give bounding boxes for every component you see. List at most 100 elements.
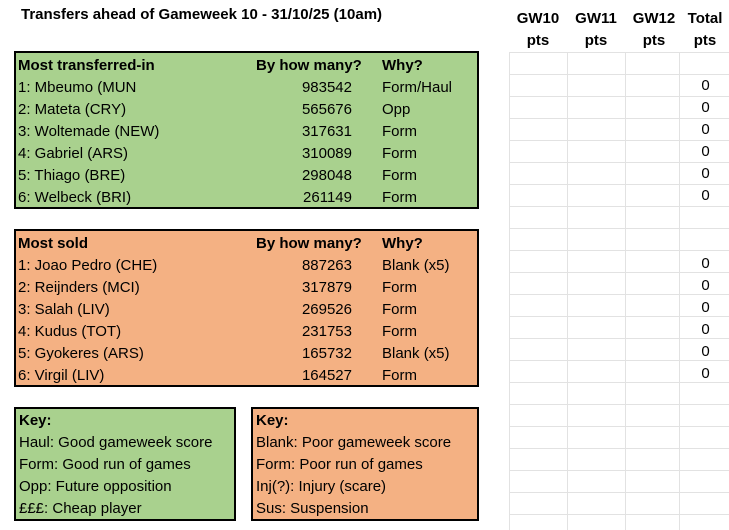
gridline (509, 140, 729, 141)
table-row: 5: Thiago (BRE) 298048 Form (16, 165, 477, 187)
transfer-count: 298048 (301, 167, 352, 184)
gw12-header: GW12 (632, 10, 676, 27)
gridline (509, 514, 729, 515)
table-row: 1: Joao Pedro (CHE) 887263 Blank (x5) (16, 255, 477, 277)
gridline (567, 52, 568, 530)
score-grid (509, 0, 729, 530)
transfer-count: 887263 (301, 257, 352, 274)
in-total-6: 0 (701, 187, 710, 204)
table-row: 4: Kudus (TOT) 231753 Form (16, 321, 477, 343)
gridline (509, 228, 729, 229)
transferred-in-table: Most transferred-in By how many? Why? 1:… (14, 51, 479, 209)
gridline (509, 250, 729, 251)
table-row: 1: Mbeumo (MUN 983542 Form/Haul (16, 77, 477, 99)
transfer-count: 269526 (301, 301, 352, 318)
in-total-5: 0 (701, 165, 710, 182)
gw10-header: GW10 (516, 10, 560, 27)
key-item: Form: Poor run of games (256, 456, 423, 473)
player-name: 5: Thiago (BRE) (18, 167, 126, 184)
player-name: 4: Kudus (TOT) (18, 323, 122, 340)
transfer-count: 983542 (301, 79, 352, 96)
gridline (509, 338, 729, 339)
sold-total-2: 0 (701, 277, 710, 294)
key-item: Opp: Future opposition (19, 478, 172, 495)
page-title: Transfers ahead of Gameweek 10 - 31/10/2… (21, 6, 383, 23)
player-name: 2: Mateta (CRY) (18, 101, 127, 118)
transfer-count: 261149 (303, 189, 352, 206)
transfer-reason: Form (382, 279, 417, 296)
table-row: 3: Woltemade (NEW) 317631 Form (16, 121, 477, 143)
transfer-count: 231753 (301, 323, 352, 340)
name-column-header: Most sold (18, 235, 88, 252)
gridline (509, 162, 729, 163)
transfer-reason: Blank (x5) (382, 345, 450, 362)
sold-total-6: 0 (701, 365, 710, 382)
player-name: 3: Salah (LIV) (18, 301, 110, 318)
sold-total-4: 0 (701, 321, 710, 338)
player-name: 2: Reijnders (MCI) (18, 279, 140, 296)
gridline (509, 470, 729, 471)
player-name: 3: Woltemade (NEW) (18, 123, 160, 140)
player-name: 6: Welbeck (BRI) (18, 189, 132, 206)
player-name: 5: Gyokeres (ARS) (18, 345, 144, 362)
key-item: £££: Cheap player (19, 500, 142, 517)
gridline (509, 96, 729, 97)
table-row: 6: Welbeck (BRI) 261149 Form (16, 187, 477, 209)
gridline (509, 294, 729, 295)
transfer-reason: Form (382, 367, 417, 384)
gridline (509, 316, 729, 317)
gridline (509, 118, 729, 119)
gridline (509, 426, 729, 427)
sold-total-5: 0 (701, 343, 710, 360)
transfer-count: 164527 (301, 367, 352, 384)
gridline (509, 448, 729, 449)
table-header: Most transferred-in By how many? Why? (16, 55, 477, 77)
sold-total-3: 0 (701, 299, 710, 316)
gridline (509, 272, 729, 273)
key-item: Sus: Suspension (256, 500, 369, 517)
gridline (679, 52, 680, 530)
table-row: 5: Gyokeres (ARS) 165732 Blank (x5) (16, 343, 477, 365)
gridline (509, 206, 729, 207)
in-total-3: 0 (701, 121, 710, 138)
in-total-4: 0 (701, 143, 710, 160)
gridline (509, 52, 729, 53)
gridline (509, 52, 510, 530)
transfer-reason: Form (382, 123, 417, 140)
key-item: Haul: Good gameweek score (19, 434, 213, 451)
in-total-2: 0 (701, 99, 710, 116)
player-name: 1: Mbeumo (MUN (18, 79, 137, 96)
key-green-box: Key: Haul: Good gameweek score Form: Goo… (14, 407, 236, 521)
gridline (509, 360, 729, 361)
table-row: 4: Gabriel (ARS) 310089 Form (16, 143, 477, 165)
table-row: 2: Mateta (CRY) 565676 Opp (16, 99, 477, 121)
gw11-header: GW11 (575, 10, 617, 27)
gw12-pts-label: pts (642, 32, 666, 49)
key-title: Key: (256, 412, 289, 429)
gridline (509, 492, 729, 493)
table-row: 6: Virgil (LIV) 164527 Form (16, 365, 477, 387)
transfer-reason: Blank (x5) (382, 257, 450, 274)
key-item: Inj(?): Injury (scare) (256, 478, 387, 495)
gw11-pts-label: pts (584, 32, 608, 49)
total-pts-label: pts (693, 32, 717, 49)
in-total-1: 0 (701, 77, 710, 94)
player-name: 6: Virgil (LIV) (18, 367, 105, 384)
count-column-header: By how many? (256, 235, 362, 252)
transfer-count: 317631 (301, 123, 352, 140)
table-header: Most sold By how many? Why? (16, 233, 477, 255)
transfer-count: 310089 (301, 145, 352, 162)
table-row: 3: Salah (LIV) 269526 Form (16, 299, 477, 321)
transfer-reason: Form/Haul (382, 79, 453, 96)
why-column-header: Why? (382, 57, 423, 74)
most-sold-table: Most sold By how many? Why? 1: Joao Pedr… (14, 229, 479, 387)
gridline (509, 74, 729, 75)
key-title: Key: (19, 412, 52, 429)
key-item: Blank: Poor gameweek score (256, 434, 452, 451)
transfer-count: 565676 (301, 101, 352, 118)
player-name: 4: Gabriel (ARS) (18, 145, 129, 162)
player-name: 1: Joao Pedro (CHE) (18, 257, 158, 274)
key-orange-box: Key: Blank: Poor gameweek score Form: Po… (251, 407, 479, 521)
name-column-header: Most transferred-in (18, 57, 155, 74)
transfer-count: 165732 (301, 345, 352, 362)
